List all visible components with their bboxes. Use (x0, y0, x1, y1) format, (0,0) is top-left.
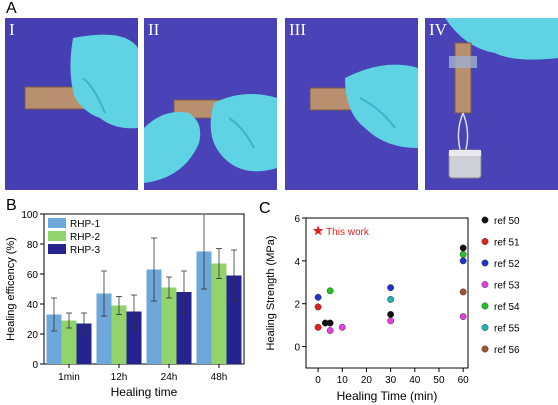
point-ref-53 (326, 327, 334, 334)
point-ref-53 (387, 317, 395, 325)
legend-label: ref 50 (494, 216, 520, 227)
legend-swatch (48, 231, 66, 241)
x-tick-label: 60 (458, 375, 470, 386)
bar-rhp-1 (96, 293, 112, 364)
point-ref-51 (314, 323, 322, 331)
panel-b-letter: B (6, 197, 17, 214)
point-ref-55 (387, 296, 395, 303)
x-axis-label: Healing time (111, 385, 178, 399)
photo-iv-label: IV (429, 20, 447, 39)
y-tick-label: 6 (294, 214, 300, 225)
legend-label: ref 53 (494, 281, 520, 292)
y-tick-label: 60 (27, 270, 39, 281)
legend-swatch (48, 244, 66, 254)
bar-rhp-3 (76, 323, 92, 364)
y-tick-label: 40 (27, 300, 39, 311)
y-tick-label: 80 (27, 240, 39, 251)
photo-iv: IV (425, 18, 558, 190)
panel-c-letter: C (259, 200, 271, 217)
point-ref-50 (321, 319, 329, 327)
legend-label: RHP-3 (70, 245, 100, 256)
x-tick-label: 0 (315, 375, 321, 386)
point-ref-52 (314, 293, 322, 301)
x-tick-label: 48h (211, 372, 228, 383)
x-axis-label: Healing Time (min) (337, 389, 438, 403)
photo-i-label: I (9, 20, 15, 39)
legend-marker (481, 238, 489, 245)
photo-ii-label: II (148, 20, 160, 39)
photo-iii-image (285, 18, 418, 190)
bar-rhp-1 (196, 251, 212, 364)
photo-ii-image (144, 18, 277, 190)
x-tick-label: 50 (433, 375, 445, 386)
y-tick-label: 4 (294, 257, 300, 268)
plot-frame (43, 213, 245, 365)
legend-label: ref 56 (494, 345, 520, 356)
bar-rhp-3 (176, 292, 192, 364)
point-ref-53 (338, 323, 346, 331)
this-work-star (312, 225, 324, 236)
point-ref-56 (459, 288, 467, 296)
legend-marker (481, 259, 489, 267)
legend-marker (481, 281, 489, 288)
legend-label: ref 52 (494, 259, 520, 270)
bar-rhp-2 (111, 305, 127, 364)
legend-label: ref 55 (494, 324, 520, 335)
legend-label: RHP-1 (70, 219, 100, 230)
point-ref-52 (387, 284, 395, 292)
y-tick-label: 0 (294, 343, 300, 354)
point-ref-50 (387, 311, 395, 318)
x-tick-label: 40 (409, 375, 421, 386)
bar-rhp-2 (161, 287, 177, 364)
y-tick-label: 0 (32, 360, 38, 371)
photo-iii-label: III (289, 20, 306, 39)
x-tick-label: 1min (58, 372, 80, 383)
legend-label: ref 54 (494, 302, 520, 313)
bar-chart: 0 20 40 60 80 100 1min 12h 24h 48h RHP-1 RHP-2 RHP-3… (5, 210, 245, 399)
legend-label: ref 51 (494, 238, 520, 249)
photo-i: I (5, 18, 138, 190)
y-tick-label: 20 (27, 330, 39, 341)
bar-rhp-3 (226, 275, 242, 364)
x-tick-label: 24h (161, 372, 178, 383)
bar-rhp-3 (126, 311, 142, 364)
bar-rhp-1 (146, 269, 162, 364)
x-tick-label: 20 (361, 375, 373, 386)
point-ref-54 (459, 251, 467, 258)
legend-swatch (48, 218, 66, 228)
point-ref-50 (459, 244, 467, 252)
legend-marker (481, 302, 489, 310)
legend-marker (481, 345, 489, 353)
panel-a-letter: A (6, 0, 17, 17)
photo-iv-image (425, 18, 558, 190)
legend-marker (481, 216, 489, 224)
legend-marker (481, 324, 489, 331)
photo-i-image (5, 18, 138, 190)
x-tick-label: 30 (385, 375, 397, 386)
plot-frame (305, 217, 469, 369)
point-ref-54 (326, 287, 334, 295)
x-tick-label: 10 (337, 375, 349, 386)
photo-ii: II (144, 18, 277, 190)
point-ref-53 (459, 313, 467, 320)
bar-rhp-2 (61, 320, 77, 364)
bar-rhp-1 (46, 314, 62, 364)
y-axis-label: Healing efficency (%) (5, 237, 17, 341)
this-work-label: This work (326, 227, 370, 238)
photo-iii: III (285, 18, 418, 190)
y-axis-label: Healing Strength (MPa) (265, 236, 277, 351)
y-tick-label: 100 (21, 210, 38, 221)
point-ref-51 (314, 303, 322, 311)
y-tick-label: 2 (294, 300, 300, 311)
legend-label: RHP-2 (70, 232, 100, 243)
bar-rhp-2 (211, 263, 227, 364)
point-ref-52 (459, 257, 467, 265)
x-tick-label: 12h (111, 372, 128, 383)
